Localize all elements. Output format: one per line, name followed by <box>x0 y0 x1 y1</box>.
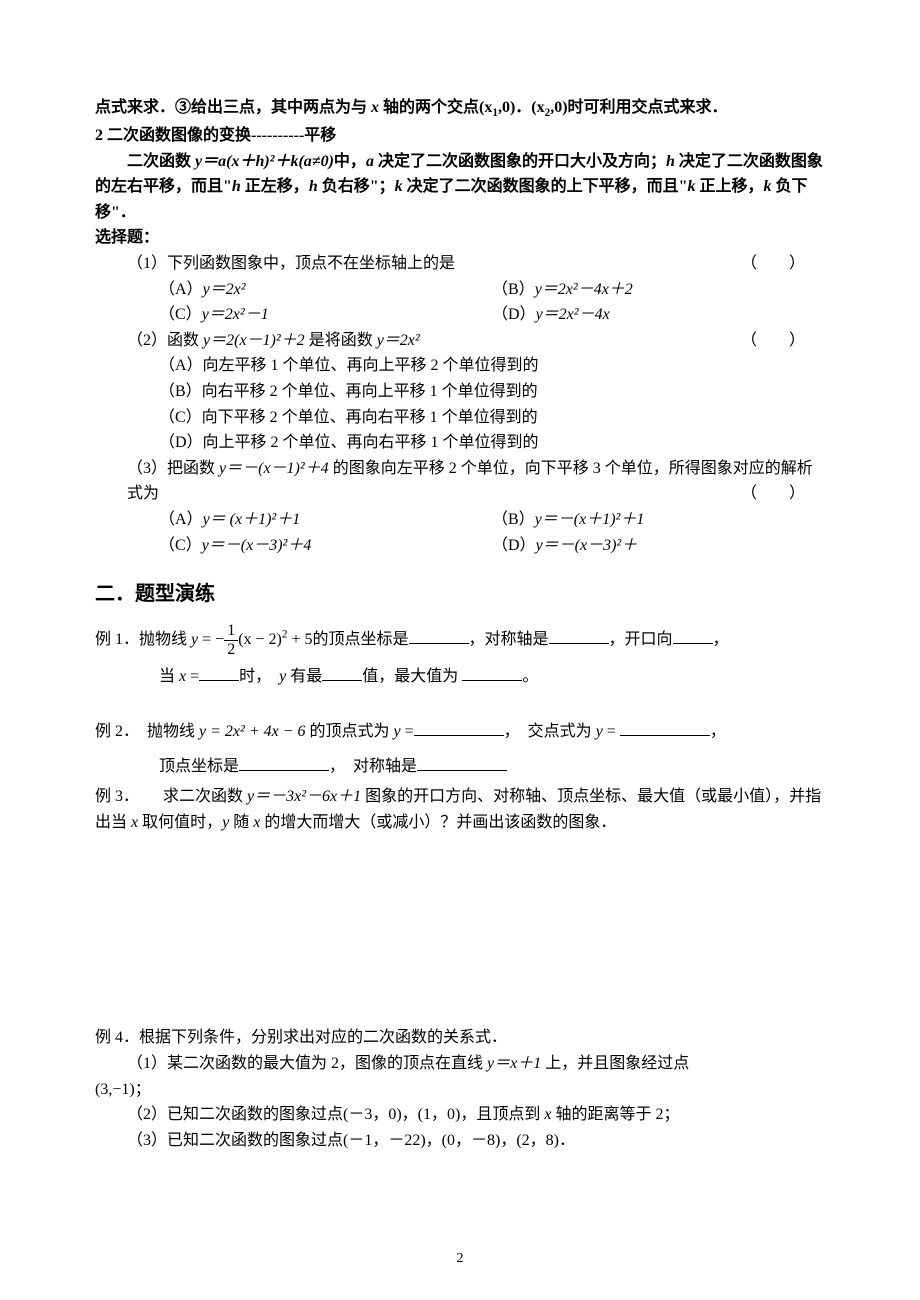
ex4: 例 4．根据下列条件，分别求出对应的二次函数的关系式． <box>95 1025 825 1051</box>
q3-stem: （3）把函数 y＝－(x－1)²＋4 的图象向左平移 2 个单位，向下平移 3 … <box>95 456 825 507</box>
q1-stem: （1）下列函数图象中，顶点不在坐标轴上的是 （ ） <box>95 251 825 277</box>
blank <box>414 720 504 736</box>
answer-paren: （ ） <box>741 481 825 507</box>
ex2: 例 2． 抛物线 y = 2x² + 4x − 6 的顶点式为 y =， 交点式… <box>95 714 825 749</box>
q2-optA: （A）向左平移 1 个单位、再向上平移 2 个单位得到的 <box>95 353 825 379</box>
ex1-line2: 当 x =时， y 有最值，最大值为 。 <box>95 659 825 694</box>
q3-optA: （A）y＝ (x＋1)²＋1 <box>159 507 492 533</box>
q2-optD: （D）向上平移 2 个单位、再向右平移 1 个单位得到的 <box>95 430 825 456</box>
blank <box>322 665 362 681</box>
select-title: 选择题： <box>95 225 825 251</box>
q2-optB: （B）向右平移 2 个单位、再向上平移 1 个单位得到的 <box>95 379 825 405</box>
q3-options-row1: （A）y＝ (x＋1)²＋1 （B）y＝－(x＋1)²＋1 <box>95 507 825 533</box>
ex3: 例 3． 求二次函数 y＝－3x²－6x＋1 图象的开口方向、对称轴、顶点坐标、… <box>95 784 825 835</box>
q1-optB: （B）y＝2x²－4x＋2 <box>492 277 825 303</box>
fraction: 12 <box>224 622 238 658</box>
section2-title: 2 二次函数图像的变换----------平移 <box>95 123 825 149</box>
q3-options-row2: （C）y＝－(x－3)²＋4 （D）y＝－(x－3)²＋ <box>95 533 825 559</box>
q1-options-row2: （C）y＝2x²－1 （D）y＝2x²－4x <box>95 302 825 328</box>
q1-optC: （C）y＝2x²－1 <box>159 302 492 328</box>
blank <box>462 665 522 681</box>
blank <box>549 628 609 644</box>
intro-text: 点式来求．③给出三点，其中两点为与 <box>95 99 371 116</box>
q2-optC: （C）向下平移 2 个单位、再向右平移 1 个单位得到的 <box>95 405 825 431</box>
q1-options-row1: （A）y＝2x² （B）y＝2x²－4x＋2 <box>95 277 825 303</box>
ex4-sub3: （3）已知二次函数的图象过点(－1，－22)，(0，－8)，(2，8)． <box>95 1128 825 1154</box>
intro-line2: 二次函数 y＝a(x＋h)²＋k(a≠0)中，a 决定了二次函数图象的开口大小及… <box>95 149 825 226</box>
intro-line1: 点式来求．③给出三点，其中两点为与 x 轴的两个交点(x1,0)．(x2,0)时… <box>95 95 825 123</box>
q3-optD: （D）y＝－(x－3)²＋ <box>492 533 825 559</box>
blank <box>417 755 507 771</box>
point1: (x1,0) <box>479 99 515 116</box>
q1-optD: （D）y＝2x²－4x <box>492 302 825 328</box>
page-number: 2 <box>457 1248 464 1270</box>
intro-text: 轴的两个交点 <box>379 99 479 116</box>
var-x: x <box>371 99 379 116</box>
section-header: 二．题型演练 <box>95 578 825 610</box>
blank <box>620 720 710 736</box>
ex1: 例 1．抛物线 y = −12(x − 2)2 + 5的顶点坐标是，对称轴是，开… <box>95 622 825 658</box>
q3-optC: （C）y＝－(x－3)²＋4 <box>159 533 492 559</box>
point2: (x2,0) <box>531 99 567 116</box>
intro-text: 时可利用交点式来求． <box>568 99 728 116</box>
ex4-sub1-pt: (3,−1)； <box>95 1077 825 1103</box>
blank <box>409 628 469 644</box>
blank <box>239 755 329 771</box>
ex4-sub2: （2）已知二次函数的图象过点(－3，0)，(1，0)，且顶点到 x 轴的距离等于… <box>95 1102 825 1128</box>
answer-paren: （ ） <box>741 251 825 277</box>
ex2-line2: 顶点坐标是， 对称轴是 <box>95 749 825 784</box>
blank <box>673 628 713 644</box>
q2-stem: （2）函数 y＝2(x－1)²＋2 是将函数 y＝2x² （ ） <box>95 328 825 354</box>
q1-optA: （A）y＝2x² <box>159 277 492 303</box>
q3-optB: （B）y＝－(x＋1)²＋1 <box>492 507 825 533</box>
ex4-sub1: （1）某二次函数的最大值为 2，图像的顶点在直线 y＝x＋1 上，并且图象经过点 <box>95 1051 825 1077</box>
blank <box>199 665 239 681</box>
answer-paren: （ ） <box>741 328 825 354</box>
